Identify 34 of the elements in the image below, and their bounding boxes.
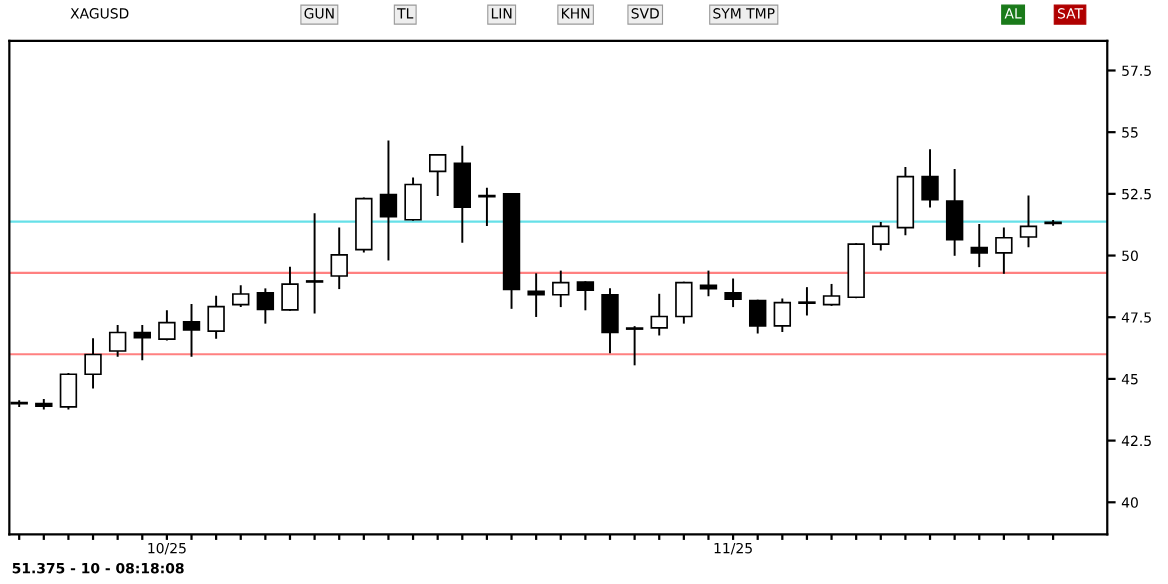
candlestick [872, 222, 890, 251]
candlestick [84, 338, 102, 389]
candlestick [724, 278, 742, 308]
candlestick [379, 140, 398, 261]
candlestick [1019, 195, 1038, 248]
candlestick [552, 270, 570, 308]
candlestick [970, 223, 988, 268]
candlestick [576, 281, 595, 311]
candlestick [182, 303, 201, 357]
candlestick [453, 145, 472, 243]
candlestick [158, 310, 176, 341]
candlestick [404, 177, 422, 221]
candlestick [281, 266, 299, 311]
candlestick [625, 326, 644, 366]
candlestick [945, 168, 964, 256]
candlestick [773, 298, 792, 333]
candlestick [330, 227, 348, 290]
candlestick [798, 287, 816, 316]
candlestick [650, 293, 668, 336]
candlestick [601, 288, 619, 354]
candlestick [256, 288, 275, 324]
candlestick [822, 283, 841, 306]
candlestick [232, 285, 250, 308]
candlestick [675, 281, 693, 324]
candlestick [748, 299, 767, 334]
candlestick [921, 149, 939, 208]
candlestick [133, 324, 151, 361]
candlestick [59, 373, 78, 410]
candlestick [527, 273, 545, 317]
candlestick [428, 153, 447, 197]
candlestick [305, 213, 324, 314]
candlestick [108, 324, 127, 357]
candlestick [207, 295, 225, 339]
candlestick [995, 227, 1013, 274]
